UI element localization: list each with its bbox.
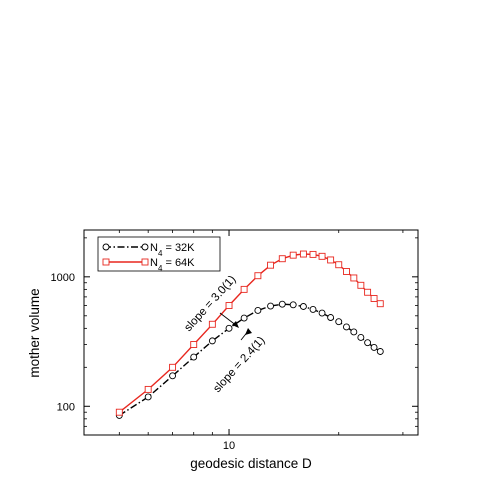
- data-point: [144, 393, 152, 401]
- annotation-slope-2: slope = 2.4(1): [211, 328, 268, 395]
- data-point: [370, 343, 378, 351]
- data-point: [254, 272, 262, 280]
- series-layer: [115, 250, 384, 419]
- legend-marker-32k-end: [141, 243, 149, 251]
- data-point: [376, 300, 384, 308]
- data-point: [350, 328, 358, 336]
- legend-label-32k: N4 = 32K: [150, 242, 195, 258]
- y-axis-label: mother volume: [27, 288, 42, 377]
- y-tick-label-1000: 1000: [51, 272, 75, 284]
- data-point: [376, 348, 384, 355]
- data-point: [357, 281, 365, 289]
- legend: N4 = 32K N4 = 64K: [97, 236, 221, 273]
- data-point: [327, 314, 335, 321]
- data-point: [370, 295, 378, 302]
- annotation-slope-2-arrowhead: [245, 328, 252, 335]
- data-point: [309, 305, 317, 313]
- data-point: [169, 363, 177, 371]
- data-point: [335, 261, 343, 269]
- plot-frame: [83, 229, 419, 436]
- data-point: [278, 255, 286, 263]
- data-point: [364, 339, 372, 347]
- x-tick-label-10: 10: [223, 440, 235, 452]
- legend-label-64k: N4 = 64K: [150, 257, 195, 273]
- legend-marker-32k: [102, 243, 110, 251]
- data-point: [267, 302, 275, 310]
- legend-marker-64k-end: [141, 258, 149, 266]
- data-point: [115, 408, 123, 416]
- data-point: [267, 261, 275, 269]
- legend-box: [97, 236, 221, 272]
- data-point: [225, 302, 233, 309]
- data-point: [343, 323, 350, 331]
- data-point: [144, 385, 152, 393]
- data-point: [190, 353, 198, 361]
- data-point: [240, 314, 248, 322]
- axis-ticks: [84, 230, 418, 435]
- data-point: [240, 285, 248, 293]
- data-point: [169, 372, 177, 380]
- data-point: [357, 334, 365, 341]
- data-point: [289, 251, 297, 259]
- data-point: [335, 318, 343, 326]
- data-point: [299, 250, 307, 258]
- data-point: [208, 337, 216, 345]
- data-point: [190, 341, 198, 348]
- x-axis-label: geodesic distance D: [190, 456, 312, 471]
- data-point: [299, 303, 307, 310]
- data-point: [318, 309, 326, 317]
- data-point: [289, 301, 297, 309]
- annotation-slope-2-label: slope = 2.4(1): [211, 334, 267, 395]
- data-point: [225, 324, 233, 332]
- data-point: [208, 320, 216, 328]
- data-point: [254, 306, 262, 314]
- data-point: [327, 256, 335, 264]
- data-point: [309, 250, 317, 258]
- legend-marker-64k: [102, 258, 110, 266]
- y-tick-label-100: 100: [57, 401, 75, 413]
- data-point: [350, 274, 358, 282]
- annotation-slope-3-arrowhead: [232, 321, 239, 328]
- data-point: [278, 300, 286, 308]
- series-line-1: [118, 253, 381, 413]
- data-point: [343, 268, 350, 275]
- data-point: [364, 288, 372, 296]
- data-point: [318, 252, 326, 260]
